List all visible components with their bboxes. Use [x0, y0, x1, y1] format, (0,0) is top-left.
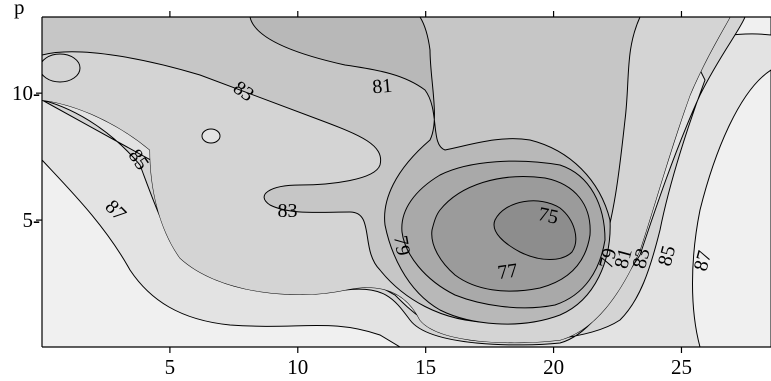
contour-label: 83 [278, 200, 298, 222]
y-tick-label: 5- [23, 208, 41, 232]
x-tick-label: 15 [415, 355, 436, 379]
corner-text: p [14, 0, 25, 19]
x-tick-label: 20 [543, 355, 564, 379]
contour-island [42, 53, 81, 83]
top-axis-ticks [169, 11, 683, 17]
contour-band-above-87 [692, 69, 771, 347]
contour-fills [42, 17, 771, 347]
x-tick-label: 5 [165, 355, 176, 379]
contour-label: 79 [389, 234, 414, 258]
x-tick-label: 25 [671, 355, 692, 379]
contour-label: 81 [371, 75, 393, 99]
contour-island [201, 128, 221, 144]
x-tick-label: 10 [287, 355, 308, 379]
contour-label: 75 [536, 203, 560, 229]
y-tick-label: 10- [12, 81, 40, 105]
contour-band-below-75 [493, 200, 577, 260]
y-axis-ticks: 5- 10- [12, 81, 42, 232]
contour-label: 77 [496, 260, 519, 285]
x-axis-ticks: 5 10 15 20 25 [165, 347, 692, 379]
contour-band-above-87 [42, 159, 401, 347]
